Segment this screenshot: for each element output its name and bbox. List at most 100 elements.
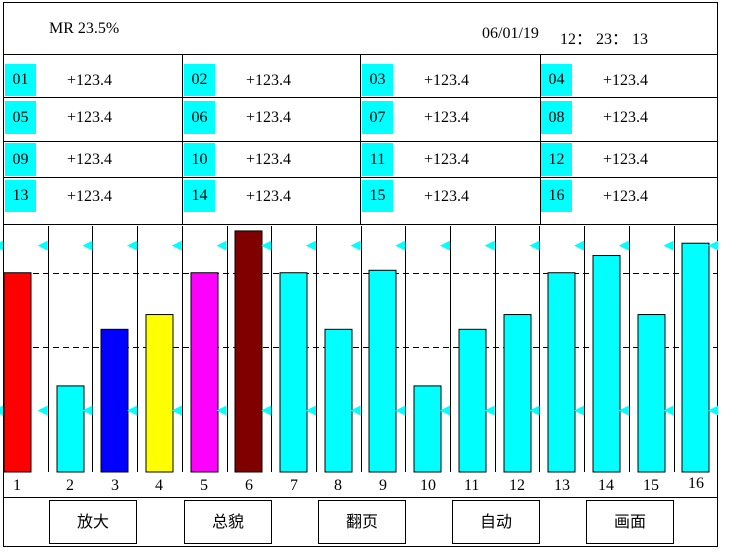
lower-limit-marker	[440, 405, 450, 416]
channel-value: +123.4	[603, 188, 649, 205]
x-tick-label: 13	[554, 477, 570, 494]
channel-value: +123.4	[603, 109, 649, 126]
channel-id-badge: 14	[184, 180, 215, 212]
overview-button[interactable]: 总貌	[184, 500, 272, 544]
bar-4	[145, 314, 174, 473]
lower-limit-marker	[663, 405, 674, 416]
bar-8	[324, 328, 353, 473]
channel-id-badge: 11	[362, 143, 393, 176]
channel-id-badge: 08	[541, 101, 572, 134]
lower-limit-marker	[82, 405, 93, 416]
x-tick-label: 8	[334, 477, 342, 494]
channel-value: +123.4	[67, 151, 113, 168]
x-tick-label: 16	[688, 475, 704, 492]
display-button[interactable]: 画面	[586, 500, 674, 544]
auto-button[interactable]: 自动	[452, 500, 540, 544]
upper-limit-marker	[261, 240, 272, 251]
bar-16	[681, 242, 710, 473]
x-tick-label: 15	[643, 477, 659, 494]
col-divider	[182, 54, 183, 224]
bar-2	[56, 385, 85, 473]
bar-14	[592, 255, 621, 473]
x-tick-label: 7	[290, 477, 298, 494]
channel-value: +123.4	[67, 188, 113, 205]
channel-id-badge: 02	[184, 64, 215, 96]
upper-limit-marker	[708, 240, 719, 251]
lower-limit-marker	[0, 405, 3, 416]
channel-value: +123.4	[246, 151, 292, 168]
channel-id-badge: 05	[5, 101, 36, 134]
upper-limit-marker	[37, 240, 48, 251]
channel-value: +123.4	[603, 72, 649, 89]
channel-value: +123.4	[424, 109, 470, 126]
upper-limit-marker	[127, 240, 138, 251]
channel-value: +123.4	[67, 72, 113, 89]
channel-value: +123.4	[603, 151, 649, 168]
col-divider	[360, 54, 361, 224]
bar-6	[234, 230, 263, 473]
time-display: 12： 23： 13	[560, 31, 649, 48]
upper-limit-marker	[440, 240, 450, 251]
page-turn-button[interactable]: 翻页	[318, 500, 406, 544]
lower-limit-marker	[37, 405, 48, 416]
channel-id-badge: 09	[5, 143, 36, 176]
lower-limit-marker	[484, 405, 495, 416]
channel-id-badge: 13	[5, 180, 36, 212]
upper-limit-marker	[305, 240, 316, 251]
bar-1	[3, 272, 32, 473]
col-divider	[540, 54, 541, 224]
upper-limit-marker	[618, 240, 629, 251]
bar-11	[458, 328, 487, 473]
upper-limit-marker	[216, 240, 227, 251]
channel-id-badge: 07	[362, 101, 393, 134]
bar-9	[368, 269, 397, 473]
channel-id-badge: 01	[5, 64, 36, 96]
bar-5	[190, 272, 219, 473]
bar-13	[547, 272, 576, 473]
bar-3	[100, 328, 129, 473]
x-tick-label: 11	[464, 477, 480, 494]
x-tick-label: 6	[245, 477, 253, 494]
lower-limit-marker	[529, 405, 540, 416]
channel-value: +123.4	[246, 109, 292, 126]
channel-value: +123.4	[246, 188, 292, 205]
channel-id-badge: 15	[362, 180, 393, 212]
bar-12	[503, 314, 532, 473]
lower-limit-marker	[171, 405, 182, 416]
table-bottom	[3, 224, 718, 225]
chart-bottom	[3, 497, 718, 498]
channel-id-badge: 10	[184, 143, 215, 176]
lower-limit-marker	[261, 405, 272, 416]
date-display: 06/01/19	[482, 25, 539, 42]
channel-value: +123.4	[424, 188, 470, 205]
lower-limit-marker	[708, 405, 719, 416]
x-tick-label: 4	[155, 477, 163, 494]
lower-limit-marker	[127, 405, 138, 416]
channel-value: +123.4	[424, 151, 470, 168]
upper-limit-marker	[82, 240, 93, 251]
upper-limit-marker	[395, 240, 406, 251]
channel-value: +123.4	[67, 109, 113, 126]
lower-limit-marker	[574, 405, 585, 416]
x-tick-label: 10	[420, 477, 436, 494]
lower-limit-marker	[216, 405, 227, 416]
x-tick-label: 5	[200, 477, 208, 494]
x-tick-label: 3	[111, 477, 119, 494]
mr-label: MR 23.5%	[49, 20, 120, 37]
upper-limit-marker	[574, 240, 585, 251]
lower-limit-marker	[618, 405, 629, 416]
upper-limit-marker	[663, 240, 674, 251]
bar-15	[637, 314, 666, 473]
channel-id-badge: 16	[541, 180, 572, 212]
x-tick-label: 14	[598, 477, 614, 494]
channel-id-badge: 06	[184, 101, 215, 134]
lower-limit-marker	[305, 405, 316, 416]
channel-id-badge: 03	[362, 64, 393, 96]
channel-id-badge: 04	[541, 64, 572, 96]
zoom-button[interactable]: 放大	[49, 500, 137, 544]
upper-limit-marker	[529, 240, 540, 251]
upper-limit-marker	[0, 240, 3, 251]
x-tick-label: 12	[509, 477, 525, 494]
channel-value: +123.4	[424, 72, 470, 89]
